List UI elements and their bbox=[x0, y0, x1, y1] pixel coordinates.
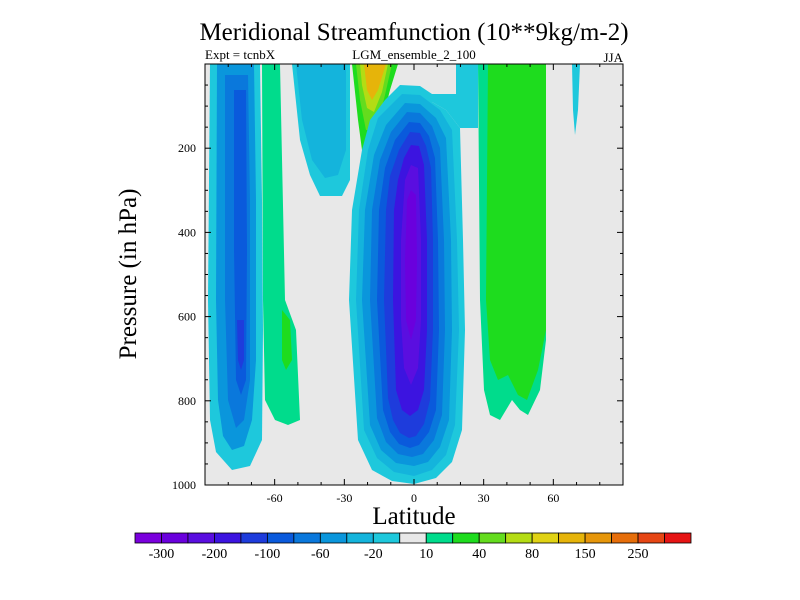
colorbar-swatch bbox=[399, 532, 427, 544]
colorbar-tick-label: 250 bbox=[628, 547, 649, 562]
colorbar-tick-label: -60 bbox=[311, 547, 330, 562]
contour-central-250 bbox=[405, 190, 417, 340]
contour-north-cyan bbox=[432, 64, 478, 128]
contour-south-core bbox=[234, 90, 247, 395]
plot-area bbox=[205, 64, 623, 485]
colorbar-swatch bbox=[372, 532, 401, 544]
colorbar-swatch bbox=[478, 532, 507, 544]
x-tick-label: -30 bbox=[336, 491, 352, 505]
x-tick-label: 0 bbox=[411, 491, 417, 505]
colorbar-tick-label: -200 bbox=[202, 547, 228, 562]
colorbar-tick-label: 80 bbox=[525, 547, 539, 562]
colorbar-swatch bbox=[319, 532, 348, 544]
colorbar-swatch bbox=[584, 532, 612, 544]
subtitle-experiment: Expt = tcnbX bbox=[205, 47, 276, 62]
y-tick-label: 400 bbox=[178, 225, 196, 239]
y-tick-label: 800 bbox=[178, 394, 196, 408]
colorbar-tick-label: 10 bbox=[419, 547, 433, 562]
colorbar-swatch bbox=[134, 532, 162, 544]
y-tick-label: 200 bbox=[178, 141, 196, 155]
contour-upper-south-core bbox=[296, 64, 346, 178]
x-tick-label: 30 bbox=[478, 491, 490, 505]
colorbar-swatch bbox=[266, 532, 295, 544]
colorbar-tick-label: 150 bbox=[575, 547, 596, 562]
colorbar-swatch bbox=[346, 532, 374, 544]
colorbar-swatch bbox=[664, 532, 692, 544]
x-tick-label: 60 bbox=[547, 491, 559, 505]
contour-north-sliver bbox=[572, 64, 580, 135]
y-axis-label: Pressure (in hPa) bbox=[115, 189, 142, 360]
contour-positive-minus55-core bbox=[282, 310, 292, 370]
colorbar-swatch bbox=[452, 532, 480, 544]
colorbar-swatch bbox=[187, 532, 215, 544]
y-tick-label: 1000 bbox=[172, 478, 196, 492]
contour-plume-core bbox=[364, 64, 386, 100]
colorbar-swatch bbox=[293, 532, 321, 544]
x-axis-label: Latitude bbox=[372, 503, 455, 530]
y-tick-label: 600 bbox=[178, 310, 196, 324]
colorbar-swatch bbox=[214, 532, 242, 544]
x-tick-label: -60 bbox=[267, 491, 283, 505]
chart-title: Meridional Streamfunction (10**9kg/m-2) bbox=[199, 19, 628, 46]
colorbar-tick-label: -300 bbox=[149, 547, 175, 562]
colorbar-swatch bbox=[637, 532, 665, 544]
colorbar-tick-label: 40 bbox=[472, 547, 486, 562]
colorbar-swatch bbox=[425, 532, 454, 544]
colorbar-tick-label: -20 bbox=[364, 547, 383, 562]
colorbar-swatch bbox=[558, 532, 586, 544]
colorbar-swatch bbox=[505, 532, 533, 544]
colorbar-swatch bbox=[240, 532, 268, 544]
colorbar-swatch bbox=[611, 532, 639, 544]
subtitle-season: JJA bbox=[603, 50, 623, 65]
y-axis: 200 400 600 800 1000 bbox=[172, 84, 623, 492]
colorbar bbox=[134, 532, 692, 544]
colorbar-swatch bbox=[531, 532, 560, 544]
colorbar-tick-label: -100 bbox=[255, 547, 281, 562]
x-axis: -60 -30 0 30 60 bbox=[227, 64, 601, 505]
contour-north-positive-core bbox=[486, 64, 546, 400]
contour-south-peak bbox=[237, 320, 244, 370]
subtitle-ensemble: LGM_ensemble_2_100 bbox=[352, 47, 475, 62]
colorbar-swatch bbox=[161, 532, 189, 544]
colorbar-labels: -300 -200 -100 -60 -20 10 40 80 150 250 bbox=[149, 547, 649, 562]
